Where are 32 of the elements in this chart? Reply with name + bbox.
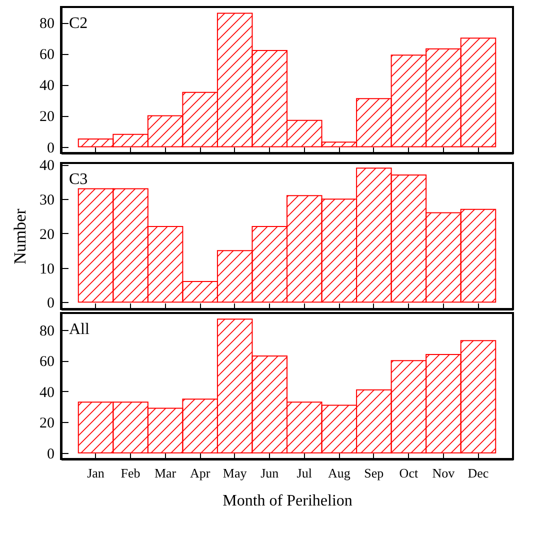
x-axis-title: Month of Perihelion	[222, 492, 352, 510]
x-tick-label: Aug	[328, 466, 351, 480]
y-tick-label: 0	[47, 296, 54, 312]
y-tick-label: 10	[40, 261, 54, 278]
y-tick-label: 40	[40, 158, 54, 174]
x-tick-label: Nov	[432, 466, 456, 480]
x-tick-label: Feb	[120, 466, 140, 480]
chart-title: All	[69, 321, 90, 338]
x-tick-label: Sep	[364, 466, 384, 480]
x-tick-label: Jun	[260, 466, 280, 480]
x-tick-label: Apr	[190, 466, 211, 480]
x-tick-label: May	[222, 466, 248, 480]
y-tick-label: 60	[40, 47, 54, 64]
y-axis-title: Number	[10, 208, 30, 264]
y-tick-label: 0	[47, 446, 54, 462]
x-tick-label: Mar	[154, 466, 177, 480]
x-tick-label: Jul	[296, 466, 312, 480]
y-tick-label: 60	[40, 354, 54, 370]
y-tick-label: 30	[40, 192, 54, 209]
y-tick-label: 20	[40, 416, 54, 432]
y-tick-label: 0	[47, 140, 54, 156]
x-tick-label: Dec	[468, 466, 489, 480]
y-tick-label: 40	[40, 384, 54, 401]
y-tick-label: 80	[40, 16, 54, 32]
y-tick-label: 40	[40, 78, 54, 94]
y-tick-label: 20	[40, 109, 54, 126]
chart-title: C3	[69, 171, 88, 188]
x-tick-label: Oct	[399, 466, 418, 480]
chart-title: C2	[69, 15, 88, 32]
y-tick-label: 80	[40, 323, 54, 340]
x-tick-label: Jan	[87, 466, 105, 480]
y-tick-label: 20	[40, 226, 54, 243]
